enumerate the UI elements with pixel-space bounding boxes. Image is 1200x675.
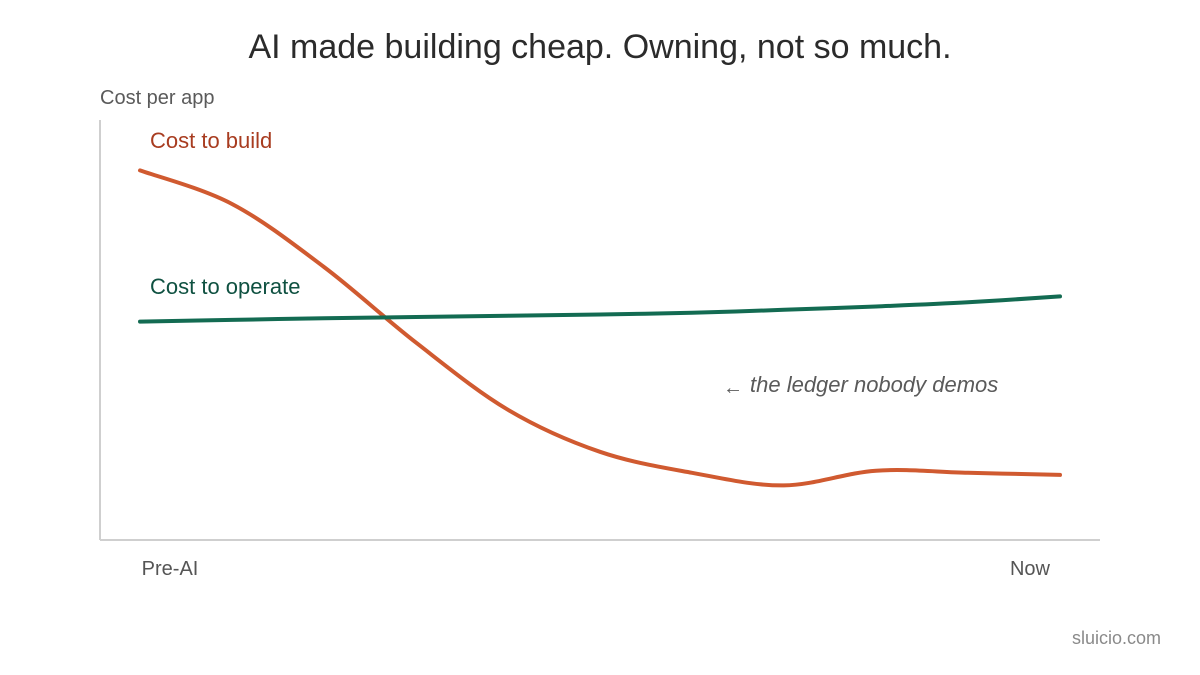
y-axis-label: Cost per app [100,87,215,109]
x-tick-label-start: Pre-AI [142,558,199,580]
series-line-cost-to-build [138,168,1062,488]
annotation-text: the ledger nobody demos [750,372,998,397]
series-line-cost-to-operate [138,294,1062,324]
chart-title: AI made building cheap. Owning, not so m… [248,28,952,66]
series-label-cost-to-operate: Cost to operate [150,274,300,299]
annotation-arrow: ← [723,377,743,399]
series-label-cost-to-build: Cost to build [150,128,272,153]
footer-source: sluicio.com [1071,628,1161,648]
x-tick-label-end: Now [1010,558,1051,580]
